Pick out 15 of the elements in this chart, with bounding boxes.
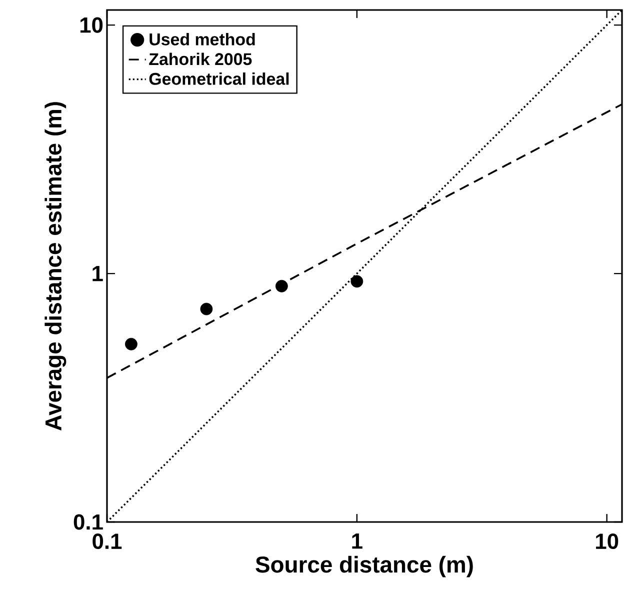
y-tick-label: 10	[80, 17, 103, 33]
legend-label: Geometrical ideal	[149, 72, 289, 85]
x-tick-label: 1	[352, 534, 362, 549]
point	[275, 280, 288, 292]
y-axis-title: Average distance estimate (m)	[44, 102, 66, 431]
x-tick-label: 10	[596, 534, 618, 550]
y-tick-label: 1	[92, 266, 103, 282]
x-axis-title: Source distance (m)	[256, 556, 473, 578]
point	[200, 302, 213, 316]
x-tick-label: 0.1	[92, 534, 122, 550]
point	[125, 338, 138, 350]
legend-label: Used method	[150, 32, 255, 46]
y-tick-label: 0.1	[74, 514, 103, 530]
point	[350, 275, 364, 288]
legend-label: Zahorik 2005	[149, 52, 252, 66]
